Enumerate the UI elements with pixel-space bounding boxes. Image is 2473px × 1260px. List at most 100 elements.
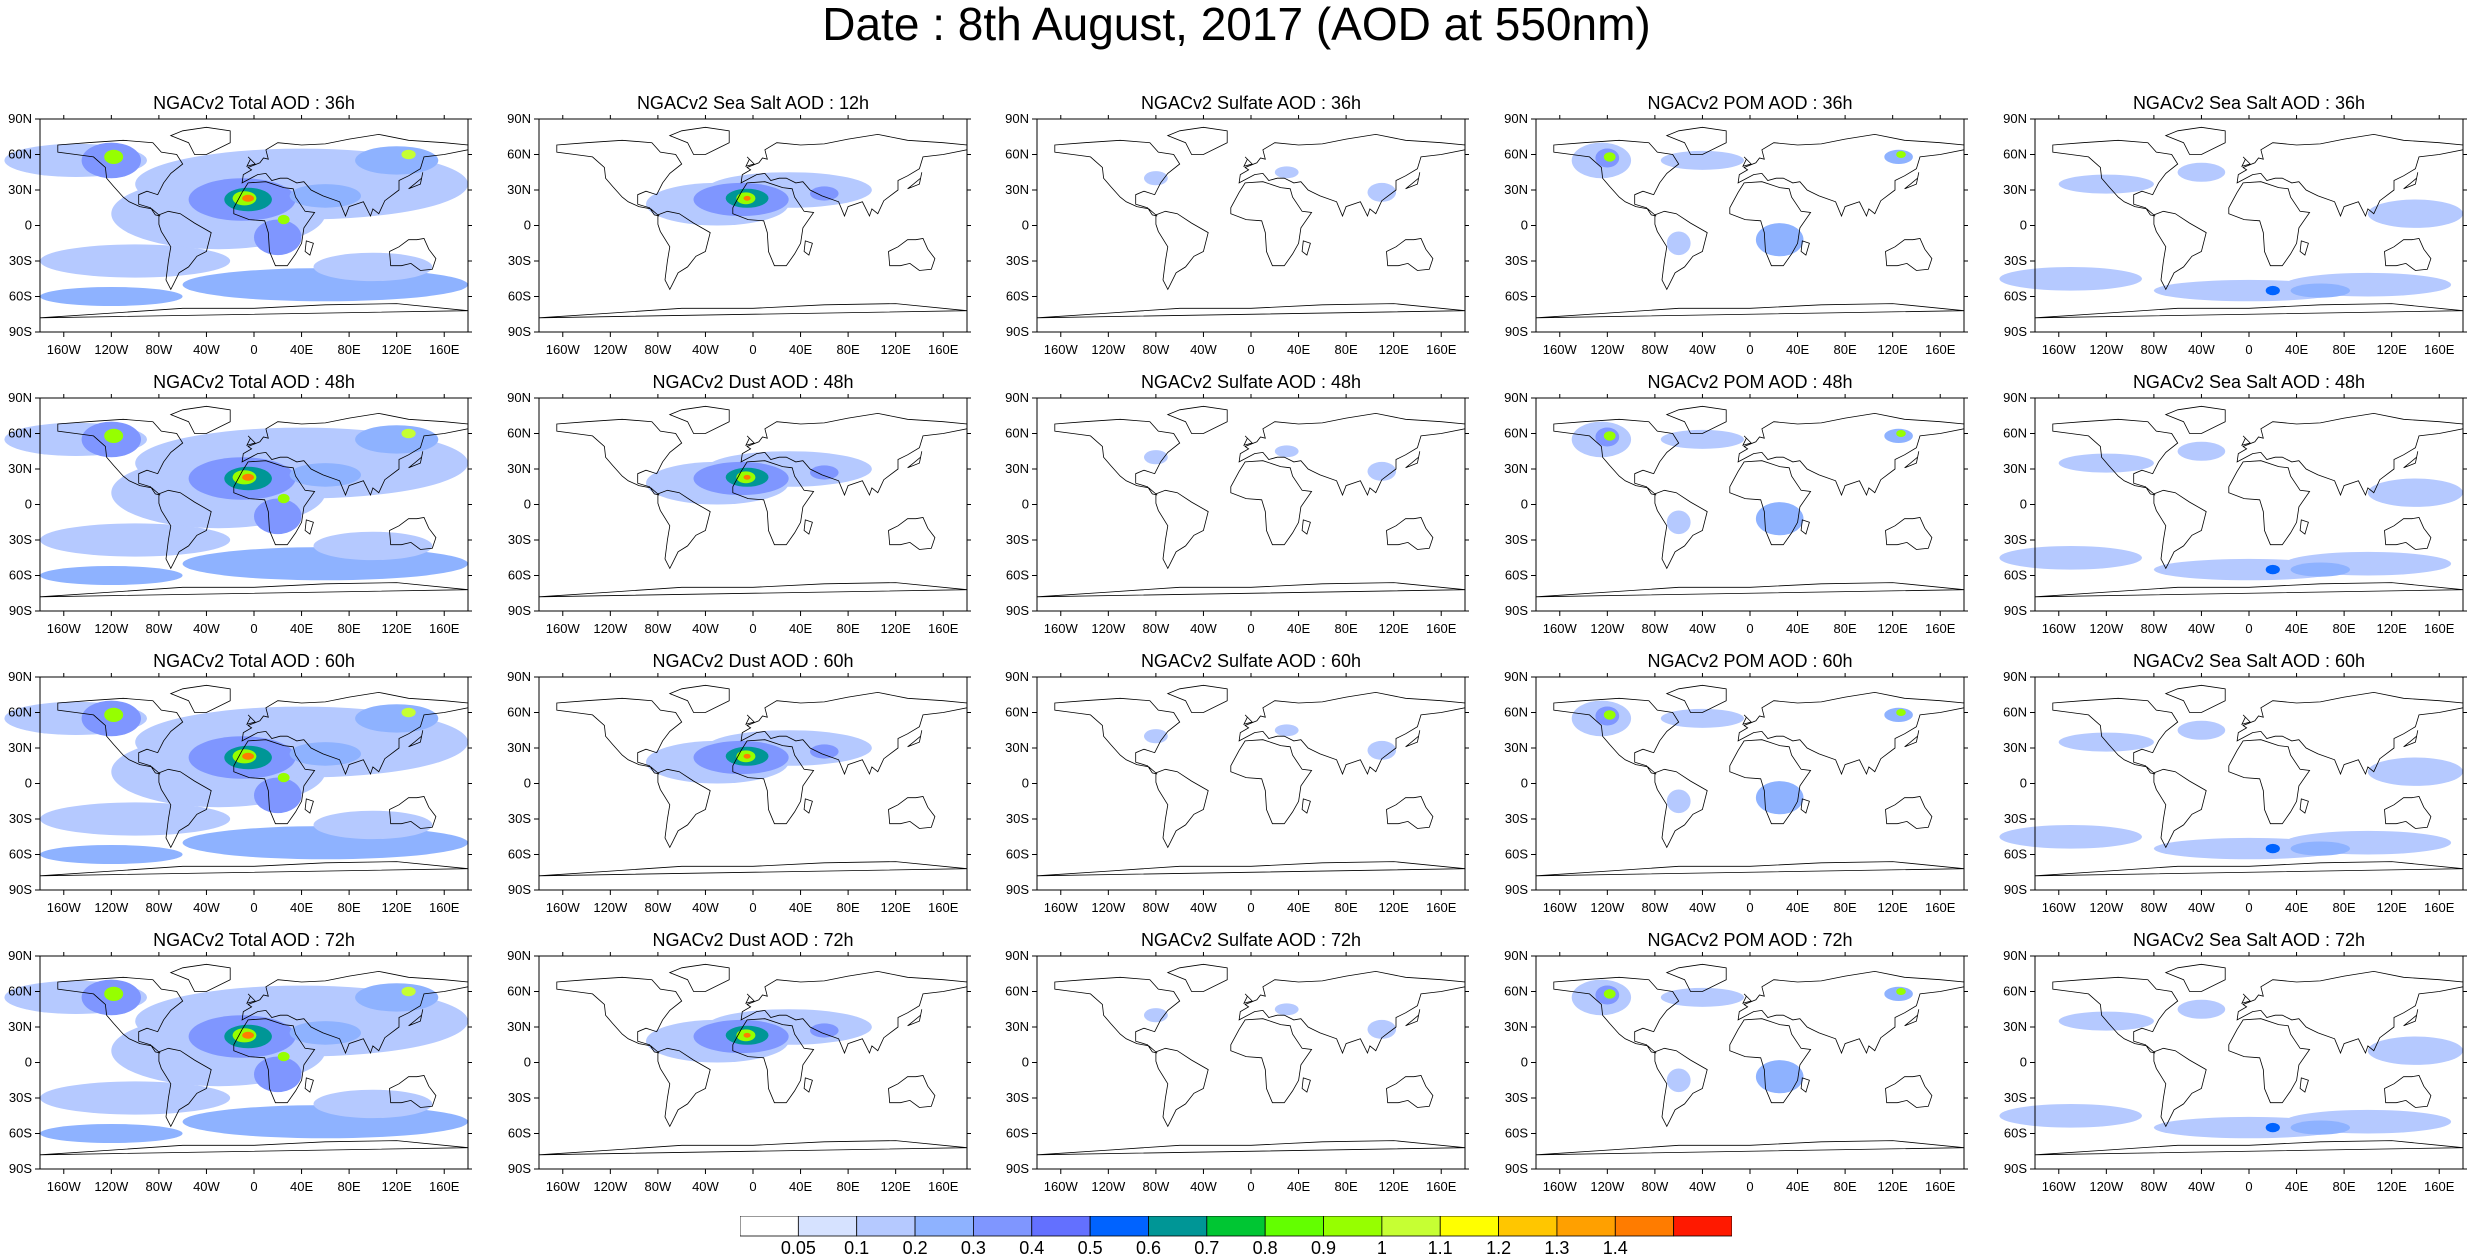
lon-tick-label: 160E xyxy=(2424,1179,2455,1194)
aod-colorbar: 0.05 0.1 0.2 0.3 0.4 0.5 0.6 0.7 0.8 0.9 1 1.1 1.2 1.… xyxy=(740,1216,1732,1256)
coastline xyxy=(657,1047,711,1128)
lon-tick-label: 120W xyxy=(1091,342,1126,357)
coastline xyxy=(556,418,683,496)
coastline xyxy=(1800,1077,1810,1093)
lon-tick-label: 120E xyxy=(880,900,911,915)
aod-contour xyxy=(313,810,433,840)
lat-tick-label: 90N xyxy=(8,669,32,684)
colorbar-label: 0.8 xyxy=(1253,1238,1278,1256)
lon-tick-label: 120E xyxy=(2376,342,2407,357)
lon-tick-label: 40E xyxy=(290,342,313,357)
lat-tick-label: 0 xyxy=(1521,218,1528,233)
coastline xyxy=(1665,126,1727,155)
coastlines xyxy=(1535,126,1965,319)
coastline xyxy=(657,210,711,291)
coastline xyxy=(246,993,256,1004)
coastlines xyxy=(39,126,469,319)
coastline xyxy=(1737,412,1965,497)
lon-tick-label: 0 xyxy=(2245,900,2252,915)
coastline xyxy=(2052,697,2179,775)
lat-tick-label: 90N xyxy=(1005,669,1029,684)
lon-tick-label: 160W xyxy=(2042,621,2077,636)
lon-tick-label: 120W xyxy=(94,342,129,357)
aod-field xyxy=(1999,441,2463,581)
lat-tick-label: 90N xyxy=(2003,669,2027,684)
lon-tick-label: 80E xyxy=(837,1179,860,1194)
lon-tick-label: 40E xyxy=(2285,621,2308,636)
coastline xyxy=(2299,519,2309,535)
colorbar-swatch xyxy=(973,1216,1033,1237)
lon-tick-label: 160W xyxy=(47,342,82,357)
coastline xyxy=(2299,1077,2309,1093)
coastline xyxy=(1230,1018,1313,1104)
lat-tick-label: 30S xyxy=(9,253,32,268)
lat-tick-label: 90N xyxy=(8,111,32,126)
panel-title: NGACv2 Sea Salt AOD : 48h xyxy=(2132,372,2366,392)
coastlines xyxy=(538,126,968,319)
coastline xyxy=(408,451,424,469)
lon-tick-label: 80E xyxy=(2333,900,2356,915)
aod-field xyxy=(4,142,469,306)
coastline xyxy=(389,796,437,829)
coastline xyxy=(1301,1077,1311,1093)
coastline xyxy=(1243,714,1253,725)
coastline xyxy=(2228,739,2311,825)
colorbar-label: 1.2 xyxy=(1486,1238,1511,1256)
coastline xyxy=(1553,976,1680,1054)
colorbar-label: 0.9 xyxy=(1311,1238,1336,1256)
coastline xyxy=(169,684,231,713)
aod-contour xyxy=(1660,987,1744,1007)
coastlines xyxy=(1036,684,1466,877)
lon-tick-label: 80E xyxy=(2333,621,2356,636)
map-frame xyxy=(1036,955,1466,1170)
coastline xyxy=(1166,405,1228,434)
lon-tick-label: 120E xyxy=(880,342,911,357)
coastline xyxy=(657,768,711,849)
panel-title: NGACv2 POM AOD : 60h xyxy=(1647,651,1853,671)
aod-field xyxy=(4,979,469,1143)
lon-tick-label: 40W xyxy=(2188,342,2215,357)
coastline xyxy=(1737,970,1965,1055)
coastline xyxy=(241,691,469,776)
lon-tick-label: 80W xyxy=(146,621,173,636)
map-frame xyxy=(538,676,968,891)
lat-tick-label: 60N xyxy=(2003,147,2027,162)
coastline xyxy=(1166,126,1228,155)
lat-tick-label: 30N xyxy=(507,461,531,476)
map-frame xyxy=(538,397,968,612)
coastline xyxy=(1230,739,1313,825)
lat-tick-label: 60N xyxy=(1005,984,1029,999)
coastline xyxy=(158,210,212,291)
coastline xyxy=(1742,993,1752,1004)
lon-tick-label: 120E xyxy=(1378,342,1409,357)
lat-tick-label: 90N xyxy=(2003,390,2027,405)
lat-tick-label: 90S xyxy=(508,1161,531,1176)
coastline xyxy=(2241,714,2251,725)
lon-tick-label: 120E xyxy=(2376,621,2407,636)
lon-tick-label: 80E xyxy=(2333,1179,2356,1194)
lat-tick-label: 60N xyxy=(8,984,32,999)
aod-contour xyxy=(355,425,439,454)
lon-tick-label: 80W xyxy=(645,342,672,357)
coastline xyxy=(158,1047,212,1128)
coastline xyxy=(1885,1075,1933,1108)
lon-tick-label: 40W xyxy=(2188,621,2215,636)
lat-tick-label: 30N xyxy=(1504,182,1528,197)
coastline xyxy=(2384,517,2432,550)
coastline xyxy=(803,1077,813,1093)
panel-title: NGACv2 Dust AOD : 60h xyxy=(652,651,854,671)
lon-tick-label: 0 xyxy=(1247,900,1254,915)
coastline xyxy=(1054,139,1181,217)
aod-contour xyxy=(242,752,255,760)
aod-field xyxy=(646,730,872,784)
map-panel-r3c1: NGACv2 Total AOD : 60h 160W 120W 80W 40W 0 40E… xyxy=(0,651,508,930)
coastline xyxy=(1238,691,1466,776)
aod-contour xyxy=(1999,267,2142,291)
lon-tick-label: 80W xyxy=(1642,621,1669,636)
coastline xyxy=(1654,210,1708,291)
coastline xyxy=(1800,519,1810,535)
lon-tick-label: 40W xyxy=(1689,1179,1716,1194)
coastline xyxy=(2052,418,2179,496)
lat-tick-label: 30N xyxy=(8,461,32,476)
